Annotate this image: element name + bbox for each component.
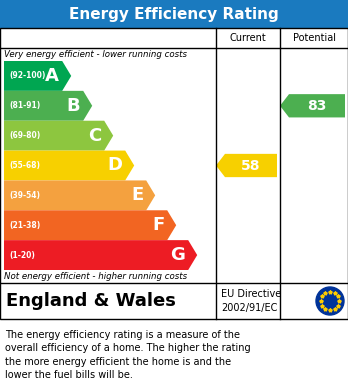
Text: Not energy efficient - higher running costs: Not energy efficient - higher running co… bbox=[4, 272, 187, 281]
Polygon shape bbox=[4, 91, 92, 121]
Text: (81-91): (81-91) bbox=[9, 101, 40, 110]
Text: (69-80): (69-80) bbox=[9, 131, 40, 140]
Polygon shape bbox=[4, 121, 113, 151]
Text: B: B bbox=[66, 97, 80, 115]
Text: England & Wales: England & Wales bbox=[6, 292, 176, 310]
Polygon shape bbox=[4, 180, 155, 210]
Text: 83: 83 bbox=[307, 99, 327, 113]
Text: (39-54): (39-54) bbox=[9, 191, 40, 200]
Text: Energy Efficiency Rating: Energy Efficiency Rating bbox=[69, 7, 279, 22]
Polygon shape bbox=[280, 94, 345, 117]
Text: (21-38): (21-38) bbox=[9, 221, 40, 230]
Bar bbox=[0, 28, 348, 319]
Text: E: E bbox=[131, 187, 143, 204]
Polygon shape bbox=[4, 61, 71, 91]
Polygon shape bbox=[216, 154, 277, 177]
Polygon shape bbox=[4, 240, 197, 270]
Text: D: D bbox=[107, 156, 122, 174]
Text: EU Directive
2002/91/EC: EU Directive 2002/91/EC bbox=[221, 289, 281, 312]
Text: (55-68): (55-68) bbox=[9, 161, 40, 170]
Text: (1-20): (1-20) bbox=[9, 251, 35, 260]
Text: G: G bbox=[170, 246, 185, 264]
Text: F: F bbox=[152, 216, 164, 234]
Bar bbox=[0, 0, 348, 28]
Text: Current: Current bbox=[230, 33, 266, 43]
Polygon shape bbox=[4, 151, 134, 180]
Text: A: A bbox=[45, 67, 59, 85]
Text: (92-100): (92-100) bbox=[9, 72, 45, 81]
Text: C: C bbox=[88, 127, 101, 145]
Text: 58: 58 bbox=[241, 158, 261, 172]
Text: Potential: Potential bbox=[293, 33, 335, 43]
Text: The energy efficiency rating is a measure of the
overall efficiency of a home. T: The energy efficiency rating is a measur… bbox=[5, 330, 251, 380]
Circle shape bbox=[316, 287, 344, 315]
Polygon shape bbox=[4, 210, 176, 240]
Text: Very energy efficient - lower running costs: Very energy efficient - lower running co… bbox=[4, 50, 187, 59]
